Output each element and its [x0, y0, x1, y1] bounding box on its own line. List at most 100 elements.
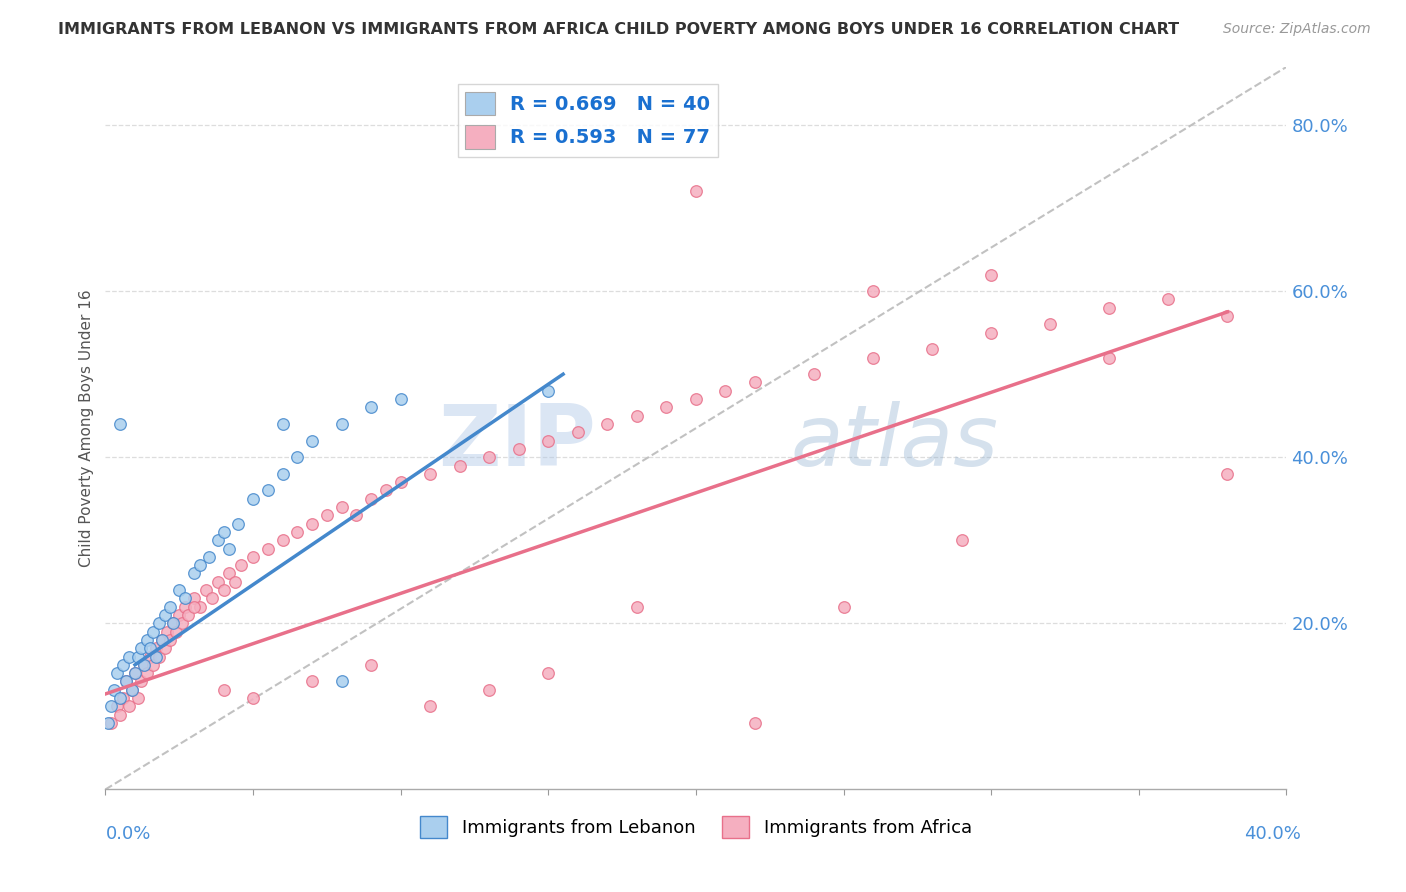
Point — [980, 268, 1002, 282]
Point — [121, 682, 143, 697]
Point — [360, 657, 382, 672]
Point — [169, 607, 191, 622]
Point — [112, 691, 135, 706]
Point — [360, 401, 382, 415]
Point — [242, 549, 264, 564]
Point — [110, 691, 132, 706]
Point — [419, 699, 441, 714]
Point — [138, 641, 162, 656]
Point — [360, 491, 382, 506]
Point — [224, 574, 246, 589]
Text: Source: ZipAtlas.com: Source: ZipAtlas.com — [1223, 22, 1371, 37]
Point — [862, 351, 884, 365]
Point — [112, 657, 135, 672]
Point — [287, 450, 309, 465]
Point — [183, 591, 205, 606]
Point — [685, 392, 707, 406]
Point — [188, 558, 211, 573]
Point — [194, 583, 217, 598]
Point — [150, 632, 173, 647]
Point — [110, 707, 132, 722]
Point — [135, 632, 157, 647]
Y-axis label: Child Poverty Among Boys Under 16: Child Poverty Among Boys Under 16 — [79, 289, 94, 567]
Point — [105, 666, 128, 681]
Point — [159, 599, 181, 614]
Point — [121, 682, 143, 697]
Point — [129, 674, 152, 689]
Point — [449, 458, 471, 473]
Point — [110, 417, 132, 431]
Point — [156, 624, 179, 639]
Point — [97, 716, 120, 731]
Point — [301, 434, 323, 448]
Point — [174, 599, 197, 614]
Point — [346, 508, 368, 523]
Point — [207, 574, 229, 589]
Point — [478, 682, 501, 697]
Point — [183, 566, 205, 581]
Point — [301, 674, 323, 689]
Point — [231, 558, 253, 573]
Point — [389, 392, 412, 406]
Point — [153, 607, 176, 622]
Point — [177, 607, 200, 622]
Point — [127, 691, 149, 706]
Point — [115, 674, 138, 689]
Point — [596, 417, 619, 431]
Point — [148, 649, 170, 664]
Point — [537, 384, 560, 398]
Point — [921, 343, 943, 357]
Point — [148, 616, 170, 631]
Point — [218, 566, 240, 581]
Point — [862, 284, 884, 298]
Point — [419, 467, 441, 481]
Point — [165, 624, 187, 639]
Point — [169, 583, 191, 598]
Point — [1157, 293, 1180, 307]
Point — [118, 699, 141, 714]
Point — [212, 583, 235, 598]
Point — [153, 641, 176, 656]
Point — [142, 624, 165, 639]
Point — [159, 632, 181, 647]
Point — [301, 516, 323, 531]
Point — [1039, 318, 1062, 332]
Point — [132, 657, 155, 672]
Point — [105, 699, 128, 714]
Point — [124, 666, 146, 681]
Point — [980, 326, 1002, 340]
Point — [271, 533, 294, 548]
Point — [127, 649, 149, 664]
Point — [212, 524, 235, 539]
Point — [1098, 301, 1121, 315]
Point — [118, 649, 141, 664]
Point — [188, 599, 211, 614]
Point — [1098, 351, 1121, 365]
Point — [744, 376, 766, 390]
Point — [207, 533, 229, 548]
Point — [655, 401, 678, 415]
Point — [271, 467, 294, 481]
Point — [132, 657, 155, 672]
Point — [145, 649, 167, 664]
Point — [124, 666, 146, 681]
Point — [567, 425, 589, 440]
Point — [626, 409, 648, 423]
Point — [100, 716, 122, 731]
Point — [100, 699, 122, 714]
Point — [242, 491, 264, 506]
Point — [242, 691, 264, 706]
Point — [832, 599, 855, 614]
Point — [162, 616, 184, 631]
Point — [138, 649, 162, 664]
Point — [174, 591, 197, 606]
Point — [330, 674, 353, 689]
Point — [315, 508, 337, 523]
Point — [183, 599, 205, 614]
Point — [218, 541, 240, 556]
Point — [197, 549, 219, 564]
Point — [271, 417, 294, 431]
Point — [257, 483, 280, 498]
Point — [1216, 467, 1239, 481]
Point — [135, 666, 157, 681]
